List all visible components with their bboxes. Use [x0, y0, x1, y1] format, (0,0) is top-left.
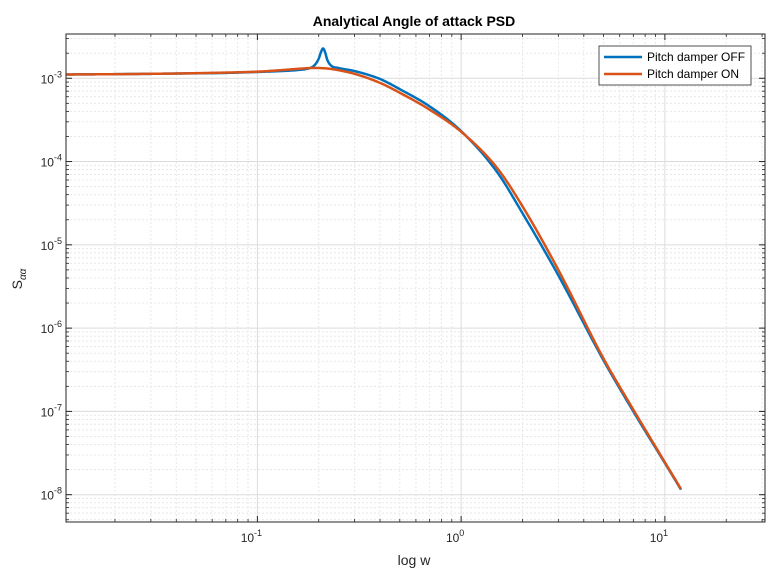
series-line-pitch-damper-on: [65, 66, 683, 490]
y-tick-labels: 10-8 10-7 10-6 10-5 10-4 10-3: [41, 69, 62, 502]
y-tick-label: 10-5: [41, 236, 62, 253]
tick-marks: [66, 34, 765, 522]
series-layer: [65, 47, 683, 491]
legend-label-on: Pitch damper ON: [647, 67, 739, 81]
y-tick-label: 10-4: [41, 153, 62, 170]
y-tick-label: 10-7: [41, 402, 62, 419]
y-tick-label: 10-3: [41, 69, 62, 86]
y-tick-label: 10-6: [41, 319, 62, 336]
legend: Pitch damper OFF Pitch damper ON: [598, 45, 752, 86]
x-tick-label: 100: [446, 528, 464, 545]
y-axis-label: Sαα: [9, 268, 29, 289]
y-axis-label-subscript: αα: [18, 268, 29, 280]
y-axis-label-base: S: [9, 280, 25, 289]
chart-title: Analytical Angle of attack PSD: [313, 13, 516, 29]
legend-box: [598, 45, 752, 86]
y-tick-label: 10-8: [41, 486, 62, 503]
legend-label-off: Pitch damper OFF: [647, 50, 745, 64]
x-tick-label: 10-1: [241, 528, 262, 545]
x-tick-label: 101: [650, 528, 668, 545]
x-axis-label: log w: [398, 552, 432, 568]
x-tick-labels: 10-1 100 101: [241, 528, 668, 545]
